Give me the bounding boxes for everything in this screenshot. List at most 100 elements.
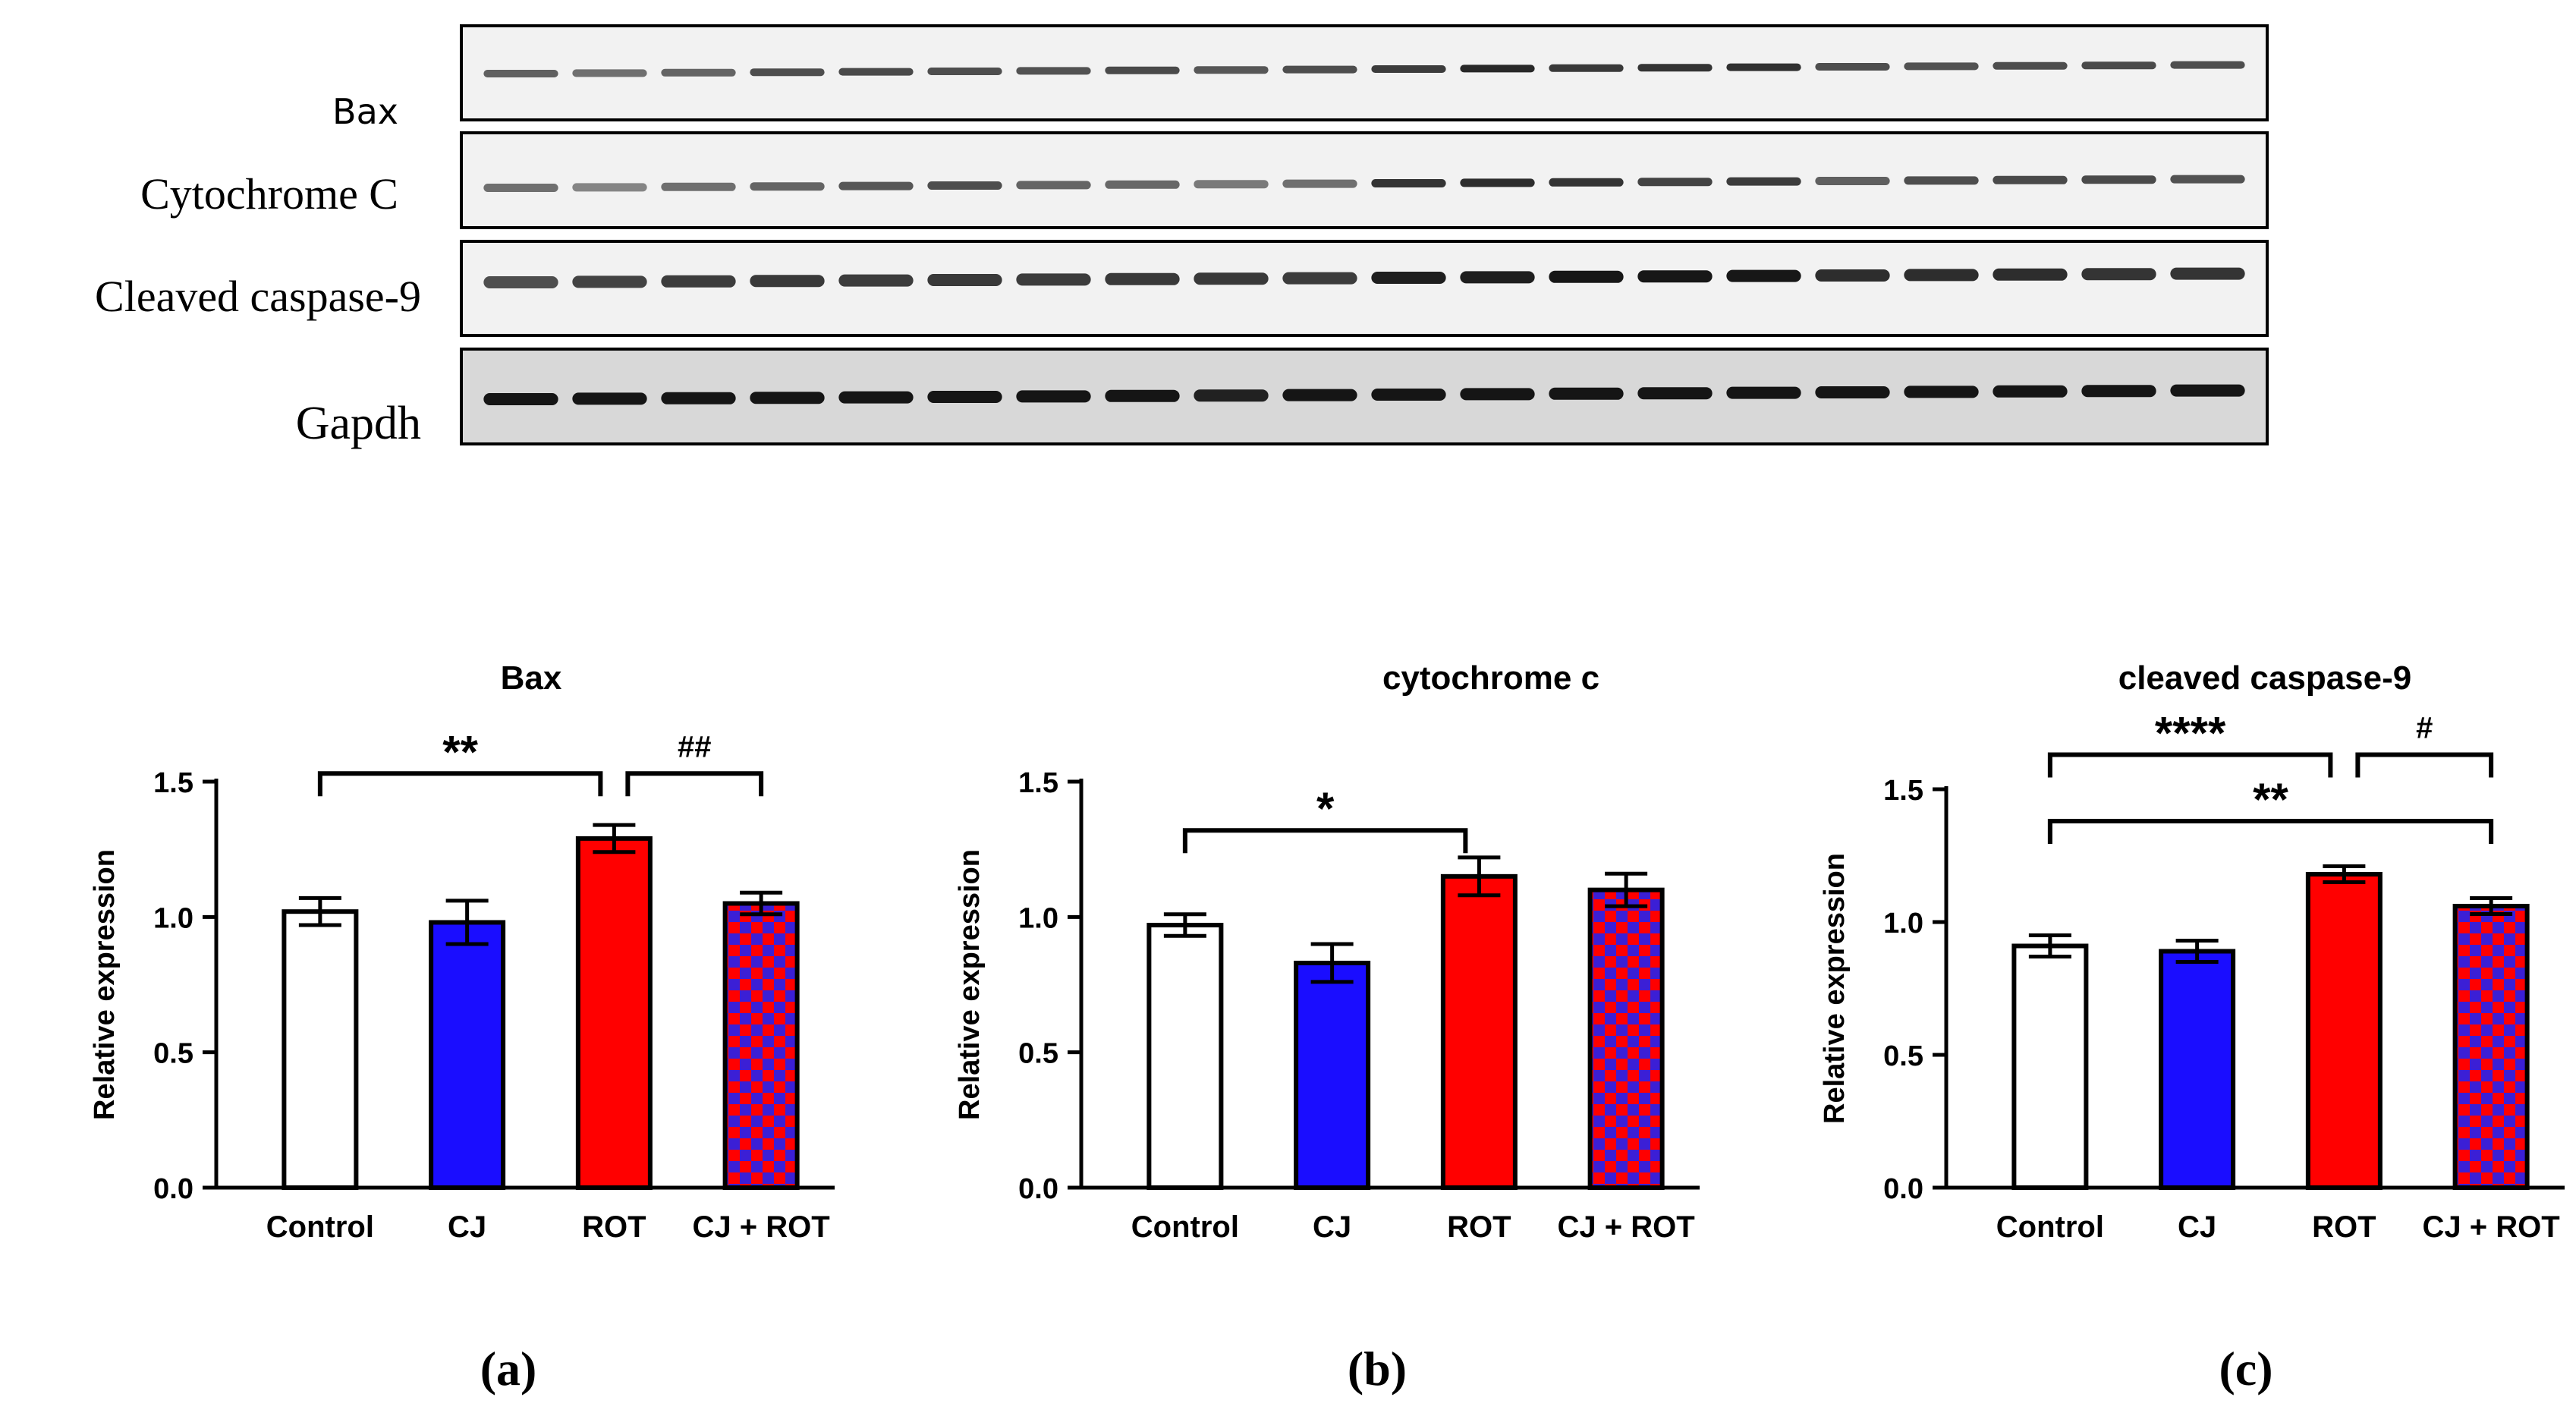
bar-control bbox=[282, 909, 359, 1190]
blot-band bbox=[2170, 61, 2245, 69]
significance-bracket bbox=[2047, 819, 2494, 844]
blot-panel bbox=[460, 240, 2269, 337]
blot-band bbox=[2081, 268, 2156, 281]
blot-band bbox=[1549, 270, 1624, 283]
x-tick-label: Control bbox=[1131, 1210, 1239, 1244]
bar-rot bbox=[1440, 873, 1518, 1191]
panel-label: (b) bbox=[1348, 1342, 1407, 1396]
significance-bracket bbox=[1182, 828, 1468, 854]
blot-band bbox=[1637, 178, 1713, 187]
blot-band bbox=[1993, 385, 2068, 398]
significance-label: **** bbox=[2155, 708, 2226, 759]
significance-label: # bbox=[2416, 712, 2433, 745]
bar-cj-rot bbox=[1587, 887, 1665, 1190]
blot-band bbox=[750, 392, 825, 404]
blot-band bbox=[838, 68, 914, 76]
x-tick-label: ROT bbox=[1447, 1210, 1511, 1244]
blot-band bbox=[1194, 66, 1269, 74]
blot-band bbox=[1637, 64, 1713, 72]
chart-title: cytochrome c bbox=[1382, 659, 1599, 697]
blot-band bbox=[1194, 389, 1269, 402]
blot-row-label: Gapdh bbox=[296, 398, 421, 449]
blot-band bbox=[483, 276, 558, 288]
blot-band bbox=[1016, 390, 1091, 403]
x-tick-label: ROT bbox=[582, 1210, 646, 1244]
blot-band bbox=[1726, 63, 1801, 71]
blot-band bbox=[1282, 179, 1357, 188]
x-tick-label: CJ + ROT bbox=[2423, 1210, 2560, 1244]
blot-band bbox=[483, 70, 558, 77]
significance-bracket bbox=[317, 771, 603, 797]
y-tick-label: 0.5 bbox=[1883, 1040, 1923, 1072]
blot-band bbox=[1105, 66, 1180, 74]
blot-band bbox=[661, 182, 736, 191]
blot-band bbox=[1105, 389, 1180, 402]
y-tick-label: 0.5 bbox=[1018, 1038, 1058, 1070]
blot-band bbox=[1993, 175, 2068, 184]
blot-band bbox=[2081, 61, 2156, 70]
bar-rot bbox=[2305, 872, 2383, 1190]
chart-panel: Bax 0.0 0.5 1.0 1.5 Relative expression Contro… bbox=[89, 659, 835, 1396]
bar-control bbox=[2011, 943, 2089, 1190]
x-tick-label: CJ + ROT bbox=[693, 1210, 830, 1244]
y-axis-label: Relative expression bbox=[89, 849, 121, 1120]
blot-band bbox=[838, 274, 914, 287]
blot-band bbox=[572, 275, 647, 288]
blot-band bbox=[1194, 272, 1269, 285]
blot-band bbox=[1549, 387, 1624, 400]
blot-band bbox=[1460, 65, 1535, 73]
significance-label: ** bbox=[2253, 774, 2288, 825]
blot-band bbox=[1904, 269, 1979, 282]
bar-cj-rot bbox=[722, 901, 800, 1190]
blot-band bbox=[661, 392, 736, 404]
blot-band bbox=[661, 68, 736, 77]
blot-band bbox=[1460, 178, 1535, 187]
chart-title: cleaved caspase-9 bbox=[2118, 659, 2412, 697]
blot-band bbox=[2081, 175, 2156, 184]
blot-band bbox=[750, 275, 825, 288]
bar-cj bbox=[2159, 949, 2236, 1190]
blot-band bbox=[1460, 388, 1535, 401]
western-blot: Bax Cytochrome C Cleaved caspase-9 Gapdh bbox=[95, 24, 2269, 449]
blot-band bbox=[1282, 65, 1357, 74]
x-tick-label: ROT bbox=[2312, 1210, 2376, 1244]
blot-band bbox=[572, 392, 647, 405]
significance-bracket bbox=[625, 771, 764, 797]
blot-band bbox=[661, 275, 736, 288]
blot-band bbox=[1904, 386, 1979, 398]
blot-band bbox=[1904, 62, 1979, 71]
blot-band bbox=[1371, 179, 1446, 187]
blot-band bbox=[1460, 271, 1535, 284]
blot-band bbox=[1194, 180, 1269, 189]
bar-charts: Bax 0.0 0.5 1.0 1.5 Relative expression Contro… bbox=[89, 659, 2565, 1396]
y-tick-label: 1.0 bbox=[1018, 902, 1058, 934]
blot-band bbox=[1282, 272, 1357, 285]
y-tick-label: 1.5 bbox=[1883, 775, 1923, 807]
blot-band bbox=[1016, 67, 1091, 75]
x-tick-label: CJ bbox=[448, 1210, 486, 1244]
y-tick-label: 0.5 bbox=[153, 1038, 193, 1070]
significance-label: ## bbox=[678, 730, 712, 763]
blot-band bbox=[927, 181, 1002, 190]
blot-band bbox=[927, 274, 1002, 286]
blot-band bbox=[2170, 384, 2245, 397]
blot-band bbox=[1105, 180, 1180, 189]
blot-band bbox=[1016, 181, 1091, 190]
blot-band bbox=[572, 69, 647, 77]
significance-label: ** bbox=[442, 726, 478, 777]
bar-cj-rot bbox=[2452, 904, 2530, 1190]
blot-band bbox=[1371, 272, 1446, 284]
blot-band bbox=[2170, 175, 2245, 184]
y-tick-label: 0.0 bbox=[153, 1173, 193, 1205]
blot-band bbox=[1815, 63, 1890, 71]
blot-band bbox=[1726, 177, 1801, 186]
blot-band bbox=[2170, 267, 2245, 280]
chart-panel: cleaved caspase-9 0.0 0.5 1.0 1.5 Relative ex… bbox=[1819, 659, 2565, 1396]
blot-row-label: Bax bbox=[332, 91, 398, 132]
blot-band bbox=[1016, 273, 1091, 286]
x-tick-label: CJ bbox=[2178, 1210, 2216, 1244]
blot-band bbox=[1282, 389, 1357, 401]
bar-control bbox=[1146, 923, 1224, 1190]
y-tick-label: 1.5 bbox=[153, 767, 193, 799]
blot-band bbox=[1815, 269, 1890, 282]
